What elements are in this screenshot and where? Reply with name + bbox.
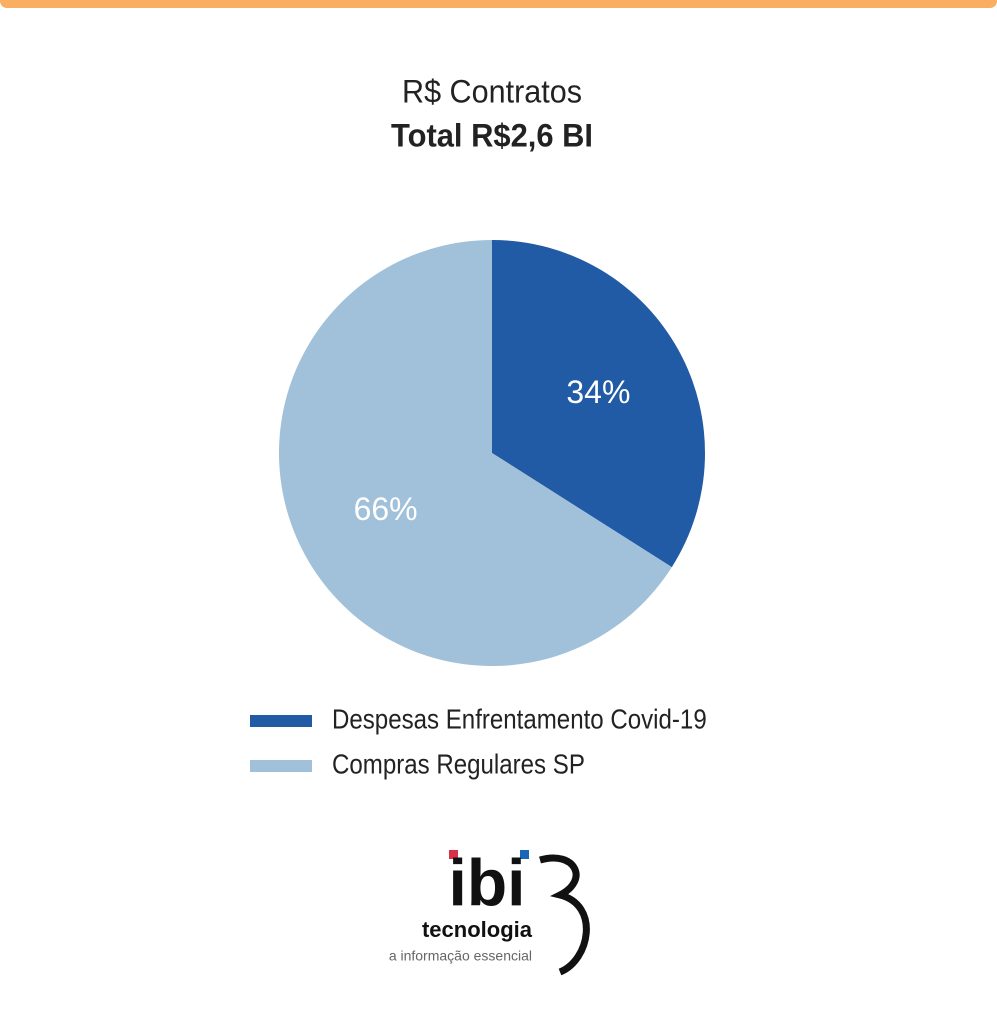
logo-mark: ibi — [449, 845, 526, 919]
logo-word: tecnologia — [422, 917, 533, 942]
logo: ibi tecnologia a informação essencial — [389, 845, 590, 976]
value-label: 34% — [566, 374, 630, 410]
pie-slice — [492, 240, 705, 568]
legend-swatch — [250, 715, 312, 727]
chart-subtitle: Total R$2,6 BI — [391, 117, 593, 153]
top-bar — [0, 0, 997, 8]
logo-slogan: a informação essencial — [389, 948, 532, 964]
value-label: 66% — [354, 491, 418, 527]
legend-label: Compras Regulares SP — [332, 748, 585, 780]
legend-swatch — [250, 760, 312, 772]
logo-curve — [539, 854, 590, 976]
legend-label: Despesas Enfrentamento Covid-19 — [332, 703, 707, 735]
logo-dot — [520, 850, 529, 859]
chart-title: R$ Contratos — [402, 73, 582, 109]
pie-slice — [279, 240, 672, 667]
logo-dot — [449, 850, 458, 859]
